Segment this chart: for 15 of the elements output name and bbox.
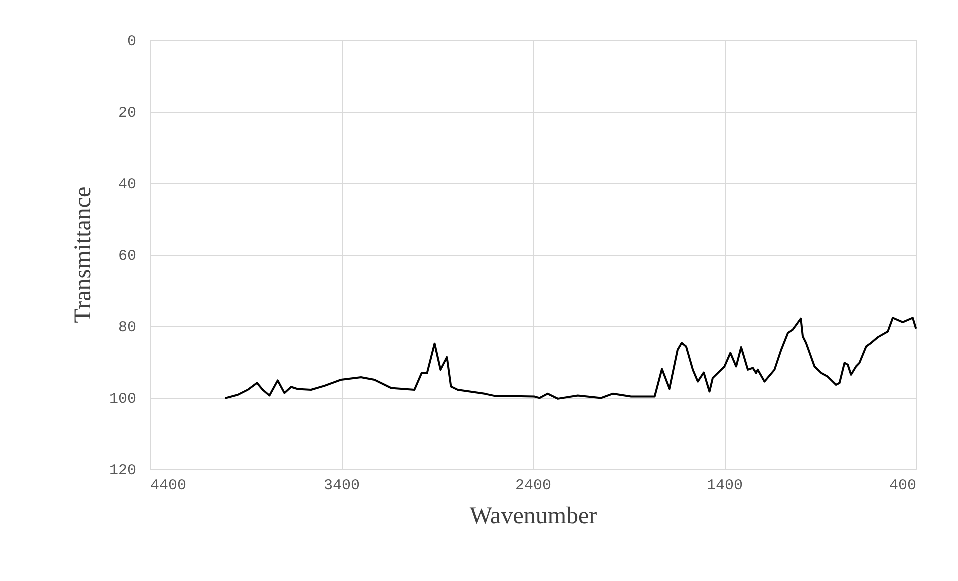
y-axis-title: Transmittance <box>70 186 96 324</box>
y-tick-label: 40 <box>118 176 136 194</box>
x-tick-label: 400 <box>889 478 916 494</box>
x-tick-label: 4400 <box>150 478 187 494</box>
x-tick-label: 1400 <box>706 478 744 494</box>
y-tick-label: 20 <box>118 105 136 122</box>
y-tick-label: 60 <box>118 248 136 265</box>
y-tick-label: 120 <box>109 462 136 480</box>
x-tick-label: 2400 <box>515 478 552 494</box>
x-axis-title: Wavenumber <box>470 504 598 530</box>
y-tick-label: 0 <box>127 34 136 50</box>
line-series <box>225 317 917 400</box>
y-tick-label: 100 <box>109 391 136 408</box>
y-tick-label: 80 <box>118 320 136 336</box>
x-tick-label: 3400 <box>324 478 360 494</box>
